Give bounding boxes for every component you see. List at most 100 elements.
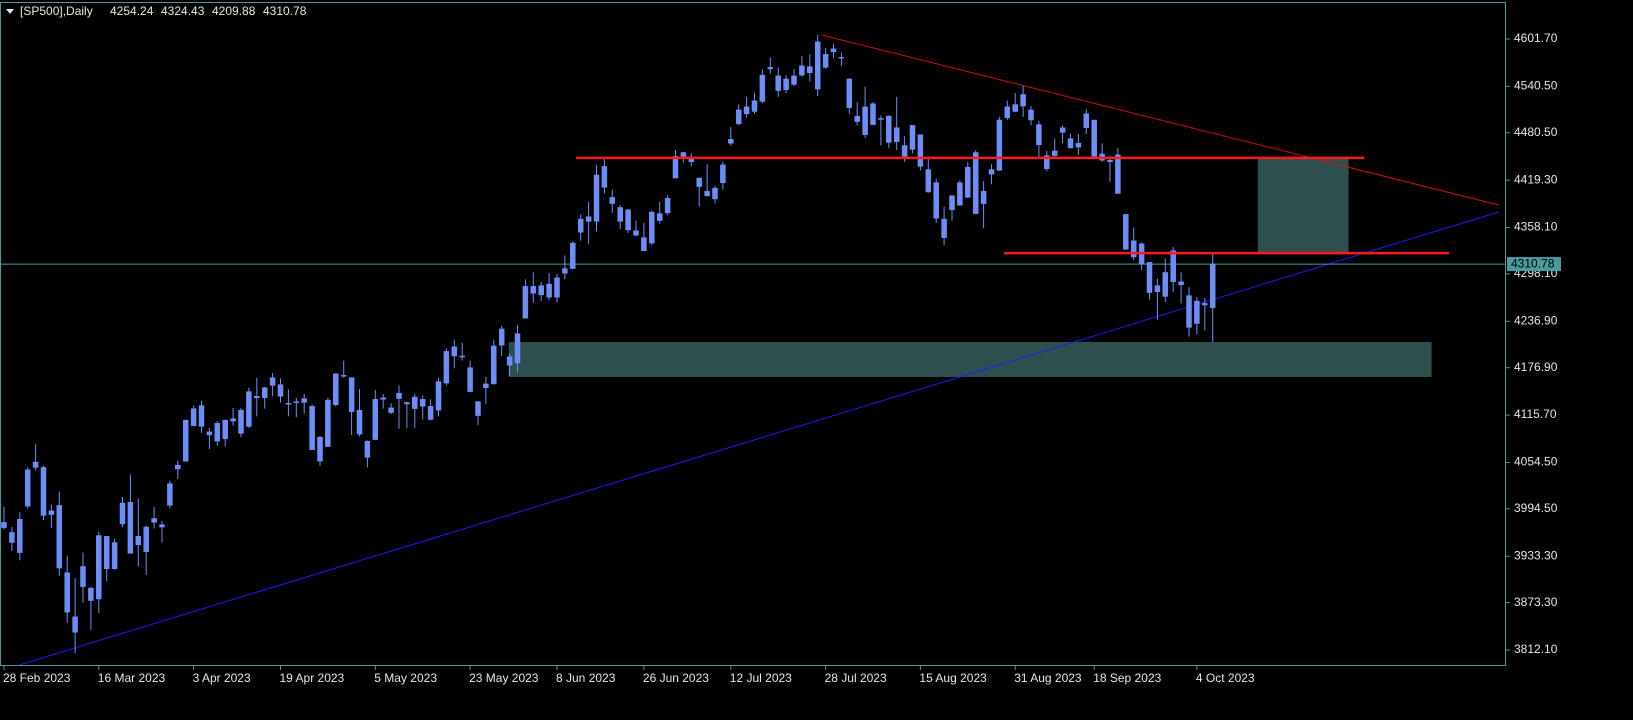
- candle-body: [246, 391, 252, 427]
- candle-body: [388, 407, 394, 413]
- candle-body: [404, 402, 410, 405]
- candle-body: [182, 419, 189, 462]
- close-value: 4310.78: [263, 4, 307, 18]
- y-tick-label: 4054.50: [1514, 455, 1558, 469]
- candle-body: [317, 437, 323, 462]
- candle-body: [475, 401, 481, 416]
- candle-body: [159, 524, 165, 528]
- current-price-box: [1507, 257, 1561, 272]
- candle-body: [1130, 240, 1137, 258]
- candle-body: [838, 57, 845, 59]
- candle-body: [412, 396, 418, 409]
- candle-body: [17, 519, 23, 553]
- y-tick-label: 3873.30: [1514, 595, 1558, 609]
- candle-body: [167, 483, 173, 506]
- candle-body: [830, 48, 837, 53]
- candle-body: [878, 118, 884, 120]
- candle-body: [190, 408, 197, 426]
- candle-body: [933, 182, 939, 219]
- x-tick-label: 16 Mar 2023: [98, 671, 166, 685]
- candle-body: [1115, 154, 1121, 194]
- candle-body: [530, 286, 537, 294]
- candle-body: [1186, 295, 1192, 328]
- y-tick-label: 4176.90: [1514, 360, 1558, 374]
- candle-body: [1162, 272, 1169, 297]
- menu-arrow[interactable]: [6, 9, 14, 14]
- x-tick-label: 12 Jul 2023: [730, 671, 792, 685]
- candle-body: [467, 367, 473, 392]
- candle-body: [909, 125, 916, 150]
- candle-body: [88, 587, 94, 601]
- candle-body: [1, 522, 7, 529]
- candle-body: [1154, 285, 1161, 293]
- candle-body: [127, 502, 134, 554]
- y-tick-label: 4601.70: [1514, 31, 1558, 45]
- candle-body: [214, 423, 221, 442]
- candle-body: [893, 127, 900, 142]
- candle-body: [775, 75, 781, 91]
- trend-line: [821, 34, 1499, 206]
- candle-body: [593, 174, 600, 222]
- candle-body: [791, 75, 797, 85]
- candle-body: [506, 356, 513, 366]
- candle-body: [767, 67, 774, 70]
- candle-body: [277, 384, 284, 397]
- candle-body: [577, 218, 584, 233]
- candle-body: [538, 285, 544, 296]
- candle-body: [491, 345, 497, 385]
- y-tick-label: 4358.10: [1514, 220, 1558, 234]
- candle-body: [56, 505, 63, 569]
- candle-body: [1202, 303, 1208, 306]
- current-price-label: 4310.78: [1511, 256, 1555, 270]
- y-tick-label: 4419.30: [1514, 172, 1558, 186]
- candle-body: [735, 109, 742, 125]
- x-tick-label: 19 Apr 2023: [280, 671, 345, 685]
- candle-body: [1083, 113, 1090, 128]
- candle-body: [325, 399, 331, 447]
- candle-body: [103, 536, 110, 570]
- chart-title: [SP500],Daily: [20, 4, 93, 18]
- x-tick-label: 26 Jun 2023: [643, 671, 709, 685]
- candle-body: [972, 152, 979, 214]
- candle-body: [656, 213, 663, 221]
- candle-body: [672, 156, 679, 179]
- candle-body: [285, 402, 292, 405]
- candle-body: [1075, 142, 1082, 148]
- candle-body: [862, 106, 868, 135]
- candle-body: [743, 106, 750, 115]
- candle-body: [1028, 109, 1034, 121]
- candle-body: [562, 268, 568, 274]
- candle-body: [364, 440, 371, 458]
- x-tick-label: 28 Feb 2023: [3, 671, 71, 685]
- y-tick-label: 4540.50: [1514, 79, 1558, 93]
- candle-body: [822, 53, 829, 68]
- candle-body: [96, 535, 102, 600]
- candle-body: [380, 397, 386, 400]
- candle-body: [1012, 104, 1018, 112]
- candle-body: [1107, 159, 1113, 163]
- candle-body: [1146, 262, 1153, 293]
- trend-line: [18, 211, 1499, 666]
- candle-body: [111, 542, 118, 570]
- candle-body: [222, 419, 228, 440]
- price-zone: [508, 342, 1432, 377]
- x-tick-label: 3 Apr 2023: [193, 671, 251, 685]
- candle-body: [119, 502, 126, 525]
- candle-body: [996, 119, 1003, 171]
- candle-body: [1209, 263, 1216, 309]
- candle-body: [206, 431, 213, 436]
- candle-body: [419, 399, 426, 407]
- candle-body: [720, 164, 726, 183]
- candle-body: [24, 469, 31, 507]
- candle-body: [1059, 127, 1066, 133]
- candle-body: [1036, 124, 1042, 146]
- candle-body: [633, 230, 639, 236]
- plot-frame: [0, 2, 1506, 666]
- candle-body: [783, 78, 789, 91]
- candle-body: [301, 398, 307, 403]
- candle-body: [9, 532, 15, 543]
- candle-body: [443, 351, 450, 384]
- high-value: 4324.43: [161, 4, 205, 18]
- y-tick-label: 4115.70: [1514, 407, 1557, 421]
